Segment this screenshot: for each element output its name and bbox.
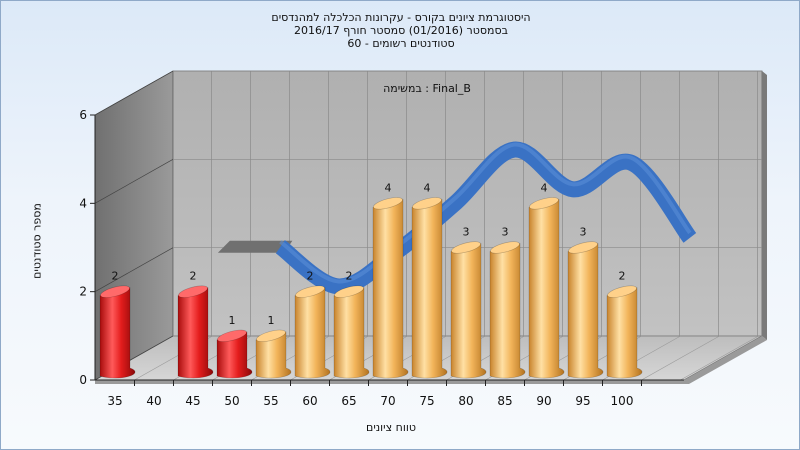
bar-body xyxy=(255,331,292,379)
bar-body xyxy=(528,198,565,379)
grid-left-wall xyxy=(94,247,174,292)
bar-body xyxy=(450,243,487,379)
bar-55: 1 xyxy=(255,314,292,379)
right-edge xyxy=(762,71,767,340)
bar-body xyxy=(294,287,331,379)
x-tick-label: 40 xyxy=(146,394,161,408)
bar-top xyxy=(178,285,208,298)
y-tick-label: 0 xyxy=(79,373,87,387)
y-tick-label: 4 xyxy=(79,196,87,210)
bar-data-label: 1 xyxy=(229,314,236,327)
bar-95: 3 xyxy=(567,226,604,379)
x-tick-label: 85 xyxy=(497,394,512,408)
x-tick-label: 65 xyxy=(341,394,356,408)
bar-45: 2 xyxy=(177,270,214,379)
x-tick-label: 70 xyxy=(380,394,395,408)
bar-80: 3 xyxy=(450,226,487,379)
x-tick-label: 75 xyxy=(419,394,434,408)
bar-body xyxy=(99,287,136,379)
bar-data-label: 2 xyxy=(307,270,314,283)
series-legend: Final_B : במשימה xyxy=(383,82,471,95)
bar-top xyxy=(529,197,559,210)
bar-top xyxy=(217,329,247,342)
bars: 2 2 1 1 2 2 4 4 3 3 4 3 2 xyxy=(99,181,643,379)
bar-data-label: 3 xyxy=(502,226,509,239)
bar-body xyxy=(216,331,253,379)
bar-body xyxy=(333,287,370,379)
y-tick-label: 2 xyxy=(79,285,87,299)
bar-data-label: 4 xyxy=(424,181,431,194)
trend-ribbon xyxy=(217,141,697,295)
bar-top xyxy=(490,241,520,254)
bar-top xyxy=(412,197,442,210)
bar-body xyxy=(567,243,604,379)
title-line-3: סטודנטים רשומים - 60 xyxy=(347,37,455,50)
bar-body xyxy=(372,198,409,379)
title-line-2: בסמסטר (01/2016) סמסטר חורף 2016/17 xyxy=(294,24,508,37)
grid-floor xyxy=(680,335,759,381)
bar-65: 2 xyxy=(333,270,370,379)
x-tick-label: 55 xyxy=(263,394,278,408)
chart-title: היסטוגרמת ציונים בקורס - עקרונות הכלכלה … xyxy=(201,11,601,50)
bar-top xyxy=(334,285,364,298)
grid-floor xyxy=(641,335,720,381)
x-tick-label: 100 xyxy=(611,394,634,408)
bar-75: 4 xyxy=(411,181,448,379)
bar-data-label: 3 xyxy=(580,226,587,239)
bar-top xyxy=(568,241,598,254)
grid-left-wall xyxy=(94,70,174,116)
y-tick-label: 6 xyxy=(79,108,87,122)
bar-data-label: 4 xyxy=(385,181,392,194)
bar-90: 4 xyxy=(528,181,565,379)
bar-top xyxy=(451,241,481,254)
bar-top xyxy=(100,285,130,298)
bar-70: 4 xyxy=(372,181,409,379)
bar-data-label: 2 xyxy=(346,270,353,283)
bar-data-label: 2 xyxy=(619,270,626,283)
bar-data-label: 2 xyxy=(112,270,119,283)
bar-60: 2 xyxy=(294,270,331,379)
bar-body xyxy=(177,287,214,379)
bar-data-label: 1 xyxy=(268,314,275,327)
bar-85: 3 xyxy=(489,226,526,379)
x-tick-label: 95 xyxy=(575,394,590,408)
bar-data-label: 4 xyxy=(541,181,548,194)
bar-35: 2 xyxy=(99,270,136,379)
grid-left-wall xyxy=(94,159,174,204)
trend-shadow-segment xyxy=(217,240,293,253)
bar-body xyxy=(489,243,526,379)
bar-data-label: 3 xyxy=(463,226,470,239)
trend-line xyxy=(275,141,697,295)
title-line-1: היסטוגרמת ציונים בקורס - עקרונות הכלכלה … xyxy=(271,11,531,24)
x-tick-label: 45 xyxy=(185,394,200,408)
x-tick-label: 60 xyxy=(302,394,317,408)
x-tick-label: 35 xyxy=(107,394,122,408)
bar-top xyxy=(607,285,637,298)
axis-ticks: 0 2 4 6 35 40 45 50 55 60 65 70 75 80 85 90 95 100 xyxy=(79,108,684,408)
bar-body xyxy=(606,287,643,379)
bar-top xyxy=(295,285,325,298)
x-tick-label: 90 xyxy=(536,394,551,408)
x-tick-label: 50 xyxy=(224,394,239,408)
x-tick-label: 80 xyxy=(458,394,473,408)
bar-top xyxy=(373,197,403,210)
trend-highlight xyxy=(279,142,692,284)
bar-top xyxy=(256,329,286,342)
bar-data-label: 2 xyxy=(190,270,197,283)
bar-100: 2 xyxy=(606,270,643,379)
bar-50: 1 xyxy=(216,314,253,379)
bar-body xyxy=(411,198,448,379)
x-axis-label: טווח ציונים xyxy=(366,421,416,434)
